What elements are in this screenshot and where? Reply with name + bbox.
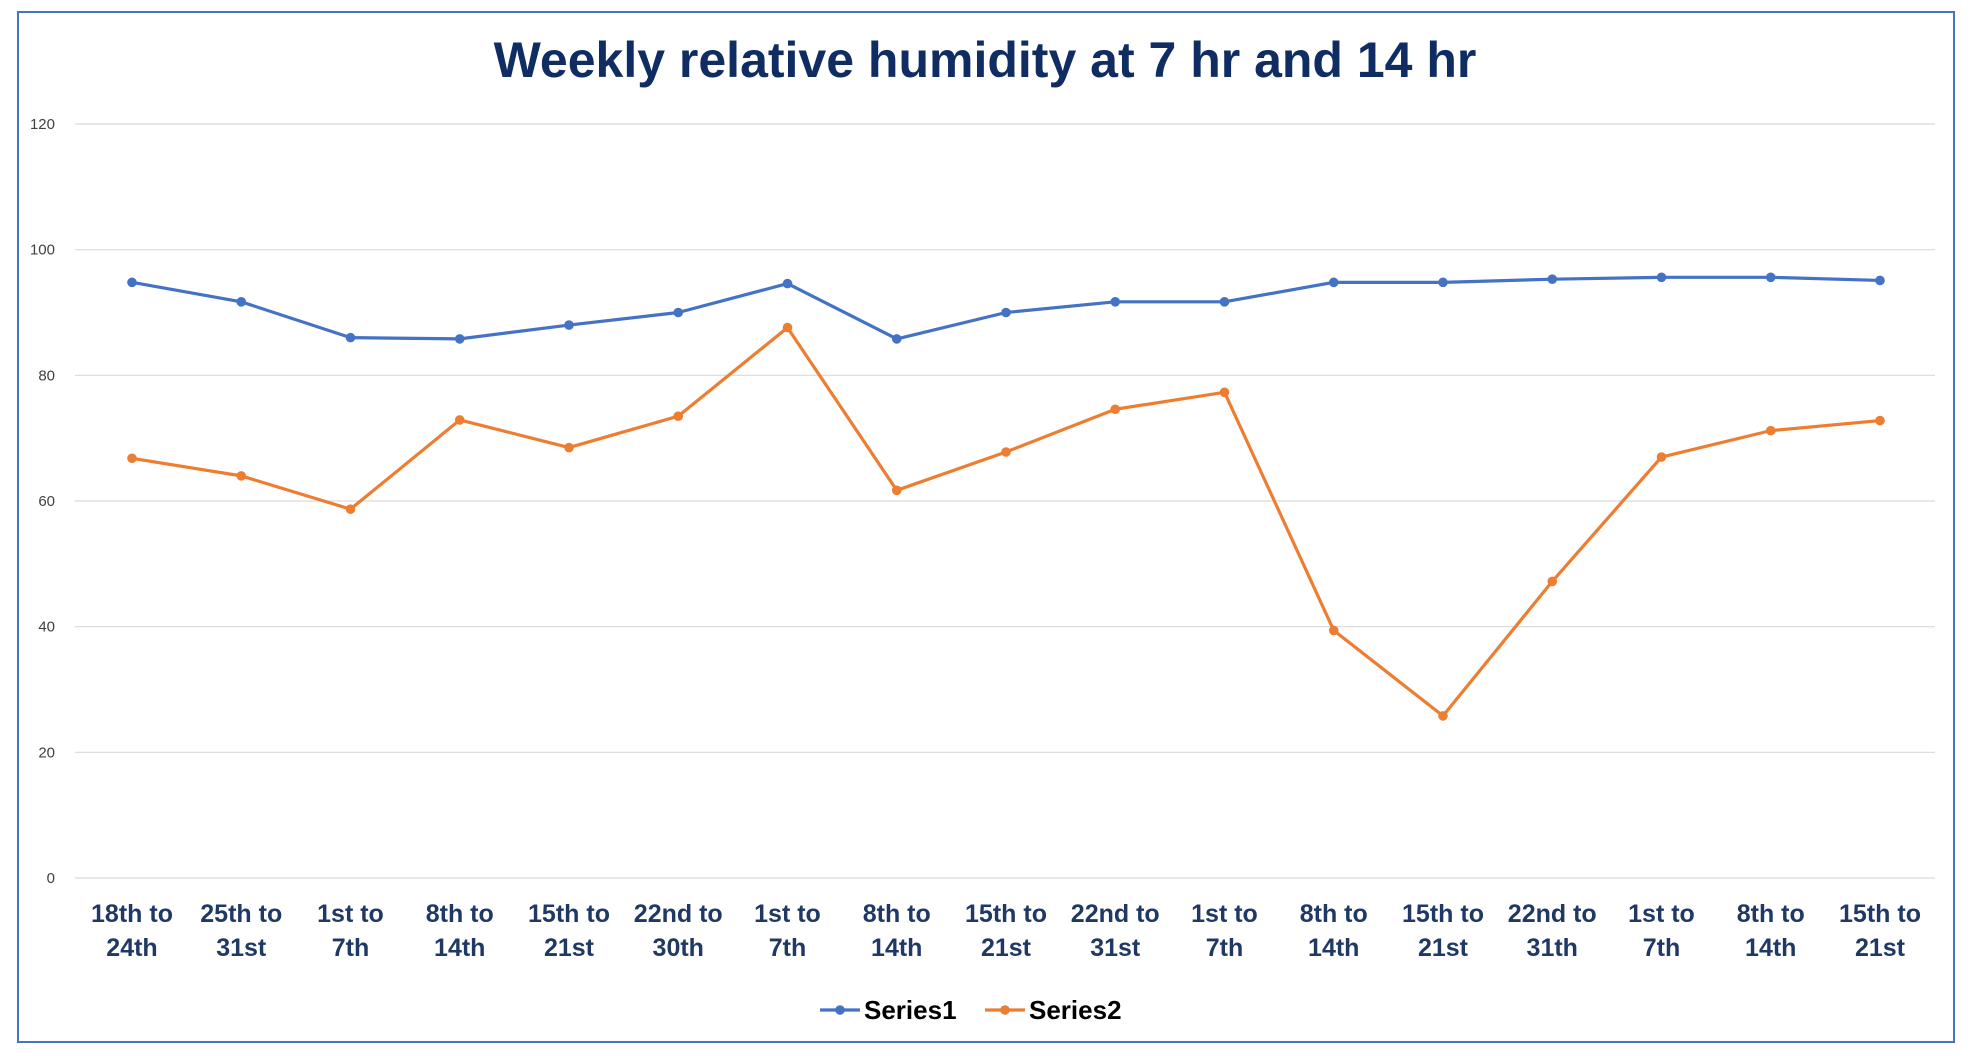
data-point-series2 [564, 442, 574, 453]
data-point-series1 [1001, 307, 1011, 318]
x-tick-label: 15th to 21st [1839, 900, 1921, 962]
x-tick-label: 1st to 7th [754, 900, 821, 962]
data-point-series2 [673, 411, 684, 421]
data-point-series1 [345, 332, 356, 343]
data-point-series1 [782, 278, 793, 289]
x-tick-label: 1st to 7th [1191, 900, 1258, 962]
legend-marker-icon [835, 1005, 845, 1015]
data-point-series1 [1765, 272, 1776, 283]
data-point-series1 [1219, 297, 1230, 307]
legend-item-series1: Series1 [820, 995, 957, 1025]
series-lines [127, 272, 1885, 721]
data-point-series1 [236, 297, 247, 307]
data-point-series1 [1438, 277, 1448, 288]
data-point-series1 [454, 334, 465, 344]
data-point-series1 [1875, 275, 1885, 286]
x-tick-label: 1st to 7th [1628, 900, 1695, 962]
y-tick-label: 0 [47, 870, 55, 887]
x-tick-label: 25th to 31st [200, 900, 282, 962]
legend: Series1 Series2 [820, 995, 1122, 1025]
data-point-series2 [1656, 452, 1667, 462]
gridlines [75, 123, 1935, 879]
x-tick-label: 22nd to 30th [634, 900, 723, 962]
data-point-series2 [1219, 387, 1230, 398]
y-tick-label: 20 [38, 744, 55, 761]
data-point-series2 [782, 322, 793, 333]
x-tick-label: 1st to 7th [317, 900, 384, 962]
y-tick-label: 100 [30, 242, 55, 259]
chart-frame: Weekly relative humidity at 7 hr and 14 … [17, 11, 1955, 1043]
y-tick-label: 60 [38, 493, 55, 510]
data-point-series2 [1765, 425, 1776, 436]
data-point-series2 [1110, 404, 1121, 415]
x-tick-label: 8th to 14th [1300, 900, 1368, 962]
legend-label: Series2 [1029, 995, 1122, 1025]
data-point-series1 [891, 334, 902, 344]
data-point-series1 [1656, 272, 1667, 283]
x-tick-label: 15th to 21st [965, 900, 1047, 962]
series-line-series2 [130, 325, 1882, 718]
data-point-series1 [564, 320, 574, 330]
x-axis-ticks: 18th to 24th 25th to 31st 1st to 7th 8th to 14t… [91, 900, 1921, 962]
y-tick-label: 40 [38, 619, 55, 636]
x-tick-label: 22nd to 31th [1508, 900, 1597, 962]
legend-label: Series1 [864, 995, 957, 1025]
y-tick-label: 120 [30, 116, 55, 133]
chart-title: Weekly relative humidity at 7 hr and 14 … [494, 32, 1477, 88]
data-point-series2 [127, 453, 137, 464]
x-tick-label: 8th to 14th [426, 900, 494, 962]
x-tick-label: 15th to 21st [528, 900, 610, 962]
data-point-series1 [1110, 297, 1121, 307]
x-tick-label: 18th to 24th [91, 900, 173, 962]
data-point-series2 [454, 415, 465, 425]
data-point-series2 [236, 471, 247, 481]
legend-marker-icon [1000, 1005, 1010, 1015]
data-point-series2 [1001, 447, 1011, 457]
chart-svg: Weekly relative humidity at 7 hr and 14 … [30, 32, 1935, 1025]
x-tick-label: 22nd to 31st [1071, 900, 1160, 962]
data-point-series1 [1328, 277, 1339, 288]
data-point-series2 [1875, 415, 1885, 426]
data-point-series2 [1328, 625, 1339, 636]
x-tick-label: 8th to 14th [863, 900, 931, 962]
data-point-series2 [1438, 711, 1448, 721]
legend-item-series2: Series2 [985, 995, 1122, 1025]
x-tick-label: 8th to 14th [1737, 900, 1805, 962]
y-axis-ticks: 0 20 40 60 80 100 120 [30, 116, 55, 887]
x-tick-label: 15th to 21st [1402, 900, 1484, 962]
data-point-series2 [345, 504, 356, 514]
y-tick-label: 80 [38, 367, 55, 384]
data-point-series2 [891, 485, 902, 496]
data-point-series1 [1547, 274, 1558, 284]
data-point-series1 [673, 307, 684, 318]
data-point-series2 [1547, 576, 1558, 587]
data-point-series1 [127, 277, 137, 288]
